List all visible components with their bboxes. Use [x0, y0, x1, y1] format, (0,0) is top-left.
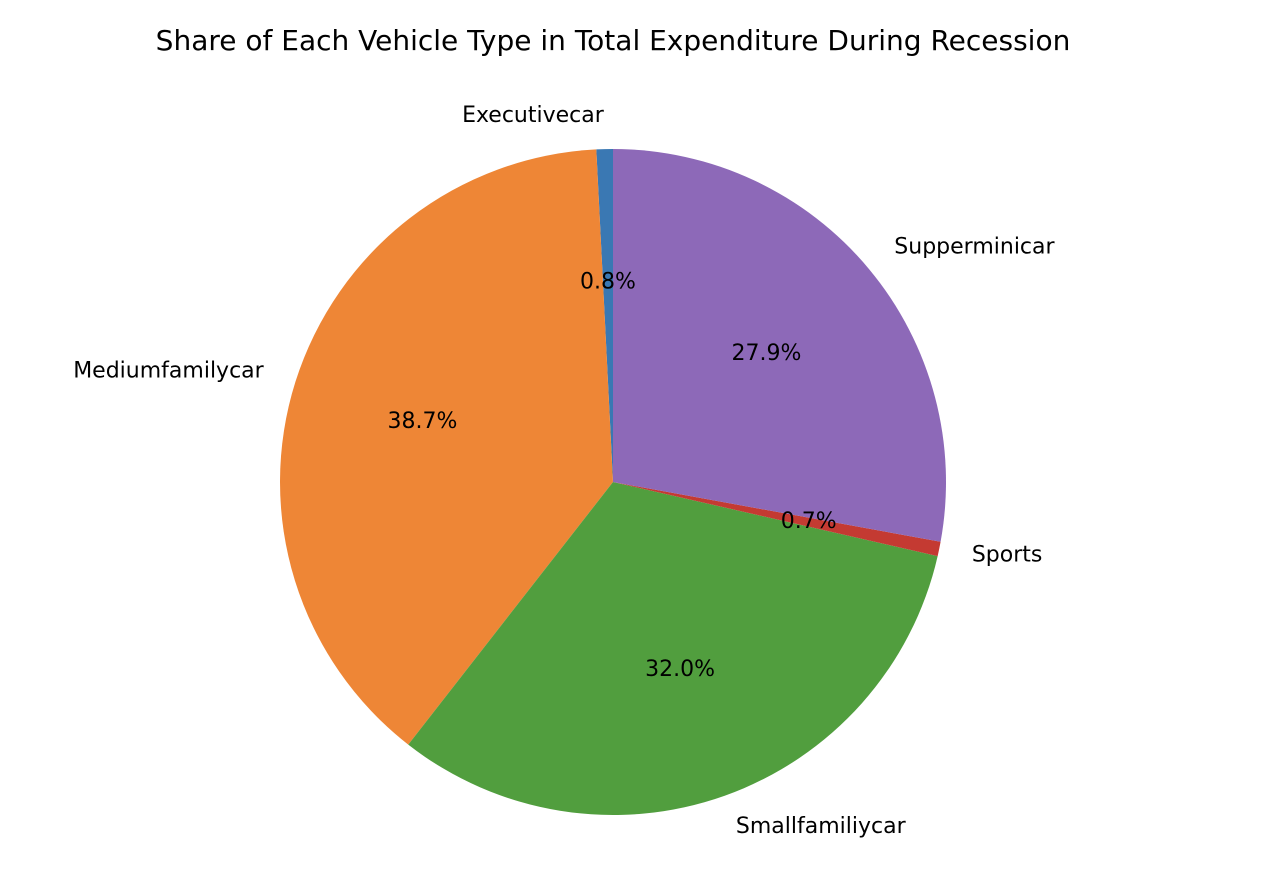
slice-label-sports: Sports	[972, 543, 1043, 568]
pct-label-smallfamiliycar: 32.0%	[645, 657, 715, 682]
pct-label-sports: 0.7%	[781, 509, 837, 534]
pie-slice-mediumfamilycar	[280, 149, 613, 745]
chart-title: Share of Each Vehicle Type in Total Expe…	[156, 24, 1071, 57]
pie-slice-smallfamiliycar	[408, 482, 938, 815]
pie-slice-sports	[613, 482, 941, 557]
pct-label-executivecar: 0.8%	[580, 269, 636, 294]
pie-slice-executivecar	[596, 149, 613, 482]
pct-label-supperminicar: 27.9%	[731, 341, 801, 366]
pie-slices	[280, 149, 946, 815]
slice-label-supperminicar: Supperminicar	[894, 234, 1055, 259]
slice-label-executivecar: Executivecar	[462, 103, 605, 128]
pie-slice-supperminicar	[613, 149, 946, 542]
pct-label-mediumfamilycar: 38.7%	[388, 409, 458, 434]
slice-label-smallfamiliycar: Smallfamiliycar	[736, 814, 907, 839]
pie-labels: Executivecar 0.8% Mediumfamilycar 38.7% Smal…	[73, 103, 1055, 839]
slice-label-mediumfamilycar: Mediumfamilycar	[73, 359, 264, 384]
